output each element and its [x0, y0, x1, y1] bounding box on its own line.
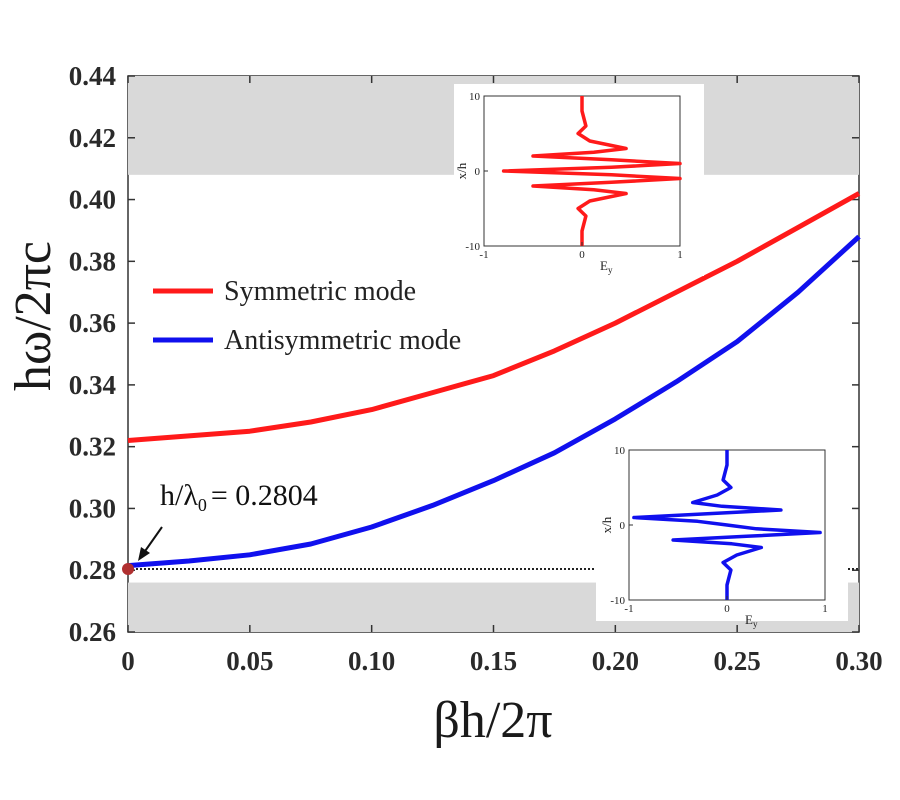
- y-tick-label: 0.36: [69, 308, 116, 338]
- inset-x-tick-label: 1: [822, 603, 828, 615]
- annotation-arrowhead: [138, 547, 150, 561]
- inset-y-label: x/h: [454, 162, 469, 179]
- y-tick-label: 0.30: [69, 493, 116, 523]
- x-tick-label: 0: [121, 646, 135, 676]
- y-tick-labels: 0.26 0.28 0.30 0.32 0.34 0.36 0.38 0.40 0.42 0.44: [69, 61, 859, 647]
- inset-x-tick-label: 0: [724, 603, 730, 615]
- annotation-sub: 0: [198, 495, 207, 515]
- annotation-text: h/λ0 = 0.2804: [160, 479, 318, 515]
- y-tick-label: 0.32: [69, 432, 116, 462]
- inset-x-label-sub: y: [608, 265, 613, 275]
- y-tick-label: 0.38: [69, 246, 116, 276]
- series-line-antisymmetric: [127, 234, 861, 569]
- x-tick-label: 0.30: [835, 646, 882, 676]
- x-tick-label: 0.05: [226, 646, 273, 676]
- x-tick-label: 0.25: [714, 646, 761, 676]
- inset-x-label-sub: y: [753, 619, 758, 629]
- annotation-prefix: h/λ: [160, 479, 198, 512]
- y-tick-label: 0.40: [69, 185, 116, 215]
- inset-y-tick-label: -10: [610, 595, 625, 607]
- inset-profile-line: [632, 450, 822, 600]
- legend-label-antisymmetric: Antisymmetric mode: [224, 325, 461, 356]
- annotation-value: = 0.2804: [211, 479, 318, 512]
- x-tick-label: 0.15: [470, 646, 517, 676]
- inset-x-label-main: E: [600, 258, 608, 273]
- inset-y-label: x/h: [599, 516, 614, 533]
- inset-x-label: Ey: [745, 612, 758, 629]
- x-tick-labels: 0 0.05 0.10 0.15 0.20 0.25 0.30: [121, 76, 883, 676]
- light-line-marker: [122, 562, 134, 575]
- inset-profile-line: [501, 96, 682, 246]
- x-tick-label: 0.10: [348, 646, 395, 676]
- inset-x-tick-label: 1: [677, 249, 683, 261]
- inset-x-label: Ey: [600, 258, 613, 275]
- inset-y-tick-label: 0: [475, 166, 481, 178]
- x-axis-label: βh/2π: [433, 692, 552, 749]
- inset-y-tick-label: 10: [614, 445, 626, 457]
- y-tick-label: 0.42: [69, 123, 116, 153]
- inset-x-label-main: E: [745, 612, 753, 627]
- inset-y-tick-label: 10: [469, 91, 481, 103]
- series-lines: [127, 191, 861, 569]
- inset-x-tick-label: 0: [579, 249, 585, 261]
- y-tick-label: 0.44: [69, 61, 116, 91]
- inset-y-tick-label: -10: [465, 241, 480, 253]
- y-tick-label: 0.28: [69, 555, 116, 585]
- annotation-arrow: [142, 526, 163, 555]
- x-tick-label: 0.20: [592, 646, 639, 676]
- inset-x-tick-label: -1: [624, 603, 633, 615]
- legend-label-symmetric: Symmetric mode: [224, 276, 416, 307]
- y-axis-label: hω/2πc: [5, 241, 62, 391]
- series-line-symmetric: [127, 191, 861, 443]
- y-tick-label: 0.34: [69, 370, 116, 400]
- inset-x-tick-label: -1: [479, 249, 488, 261]
- y-tick-label: 0.26: [69, 617, 116, 647]
- inset-y-tick-label: 0: [620, 520, 626, 532]
